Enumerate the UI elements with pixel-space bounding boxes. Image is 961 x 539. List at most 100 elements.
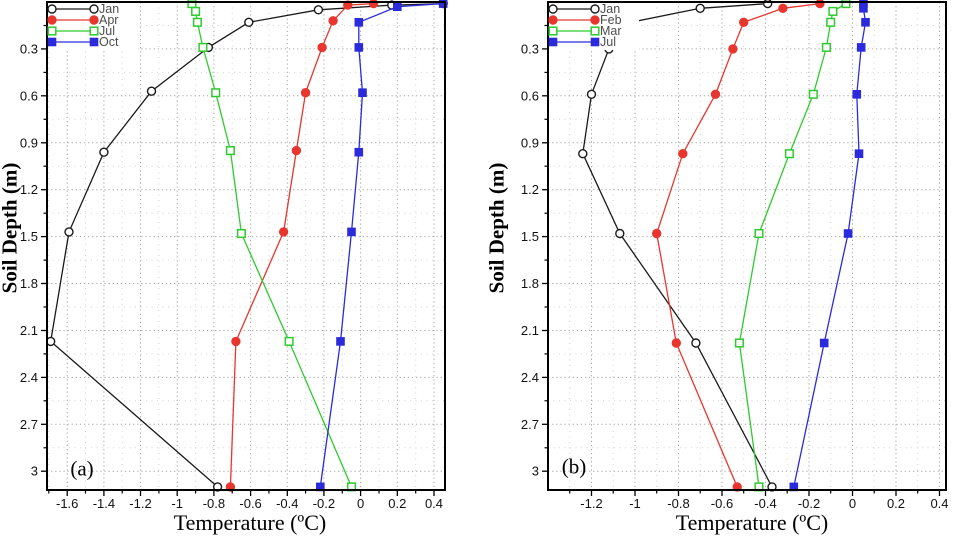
open-square-marker bbox=[590, 26, 600, 36]
x-tick-label: 0.4 bbox=[930, 496, 948, 511]
panel-a-y-axis-title: Soil Depth (m) bbox=[0, 162, 22, 294]
series-line bbox=[49, 2, 444, 488]
filled-square-marker bbox=[590, 37, 600, 47]
y-tick-label: 1.2 bbox=[20, 182, 38, 197]
gridlines bbox=[548, 2, 946, 490]
open-square-marker bbox=[808, 89, 818, 99]
filled-circle-marker bbox=[317, 42, 327, 53]
open-circle-marker bbox=[47, 4, 57, 14]
x-tick-label: -0.2 bbox=[313, 496, 335, 511]
open-circle-marker bbox=[64, 227, 74, 237]
panel-a-label: (a) bbox=[70, 456, 94, 481]
filled-square-marker bbox=[856, 43, 866, 52]
filled-square-marker bbox=[548, 37, 558, 47]
y-tick-label: 3 bbox=[532, 464, 539, 479]
panel-a: -1.6 -1.4 -1.2 -1 -0.8 -0.6 -0.4 -0.2 0 0.2 0.4 0.3… bbox=[20, 0, 448, 511]
series-line bbox=[793, 3, 867, 488]
y-tick-label: 1.8 bbox=[20, 276, 38, 291]
filled-square-marker bbox=[354, 18, 364, 27]
open-square-marker bbox=[211, 88, 221, 98]
open-square-marker bbox=[284, 336, 294, 346]
filled-circle-marker bbox=[548, 15, 558, 25]
gridlines bbox=[47, 2, 445, 490]
y-tick-label: 1.2 bbox=[521, 182, 539, 197]
series-line bbox=[319, 2, 444, 487]
x-tick-label: -0.8 bbox=[667, 496, 689, 511]
x-tick-label: -0.6 bbox=[711, 496, 733, 511]
filled-circle-marker bbox=[739, 17, 749, 27]
panel-a-x-axis-title: Temperature (ºC) bbox=[173, 510, 327, 535]
series-line bbox=[191, 3, 353, 488]
open-circle-marker bbox=[695, 3, 705, 14]
open-square-marker bbox=[225, 146, 235, 156]
open-circle-marker bbox=[590, 4, 600, 14]
y-tick-label: 2.4 bbox=[521, 370, 539, 385]
x-tick-label: -0.8 bbox=[203, 496, 225, 511]
plot-frame bbox=[547, 1, 947, 491]
x-tick-label: -1.2 bbox=[129, 496, 151, 511]
filled-circle-marker bbox=[300, 88, 311, 98]
filled-square-marker bbox=[354, 43, 364, 52]
y-tick-label: 0.3 bbox=[20, 41, 38, 56]
open-square-marker bbox=[198, 42, 208, 52]
filled-circle-marker bbox=[652, 228, 662, 239]
series-Jul bbox=[187, 0, 357, 492]
series-Jul bbox=[789, 0, 870, 492]
filled-square-marker bbox=[438, 0, 448, 8]
open-circle-marker bbox=[89, 4, 99, 14]
filled-square-marker bbox=[852, 90, 862, 99]
x-tick-label: -1.4 bbox=[93, 496, 115, 511]
series-Jan bbox=[578, 0, 777, 492]
filled-circle-marker bbox=[225, 482, 236, 492]
filled-square-marker bbox=[354, 147, 364, 157]
legend-label: Feb bbox=[600, 13, 622, 27]
open-square-marker bbox=[548, 26, 558, 36]
filled-square-marker bbox=[859, 4, 868, 13]
filled-circle-marker bbox=[590, 15, 600, 25]
panel-b: -1.2 -1 -0.8 -0.6 -0.4 -0.2 0 0.2 0.4 0.3 0.6 0.9 1.… bbox=[521, 0, 949, 511]
axis-ticks: -1.2 -1 -0.8 -0.6 -0.4 -0.2 0 0.2 0.4 0.3 0.6 0.9 1.… bbox=[521, 24, 949, 511]
filled-square-marker bbox=[47, 37, 57, 47]
series-Mar bbox=[734, 0, 851, 492]
filled-circle-marker bbox=[89, 15, 99, 25]
x-tick-label: -0.4 bbox=[754, 496, 776, 511]
y-tick-label: 1.5 bbox=[521, 229, 539, 244]
filled-square-marker bbox=[819, 338, 829, 348]
open-square-marker bbox=[828, 6, 838, 16]
x-tick-label: -1 bbox=[629, 496, 641, 511]
y-tick-label: 1.5 bbox=[20, 229, 38, 244]
open-square-marker bbox=[47, 26, 57, 36]
open-square-marker bbox=[191, 6, 201, 16]
y-tick-label: 1.8 bbox=[521, 276, 539, 291]
legend-label: Jan bbox=[600, 2, 620, 16]
y-tick-label: 2.7 bbox=[20, 417, 38, 432]
y-tick-label: 0.9 bbox=[20, 135, 38, 150]
series-line bbox=[582, 2, 773, 488]
y-tick-label: 0.6 bbox=[521, 88, 539, 103]
filled-square-marker bbox=[336, 337, 345, 346]
open-square-marker bbox=[784, 149, 794, 159]
filled-circle-marker bbox=[728, 44, 738, 54]
filled-circle-marker bbox=[328, 16, 338, 26]
open-circle-marker bbox=[691, 338, 701, 348]
open-square-marker bbox=[734, 338, 744, 348]
open-square-marker bbox=[192, 17, 202, 27]
series-Feb bbox=[652, 0, 825, 492]
legend-label: Apr bbox=[99, 13, 118, 27]
y-tick-label: 2.1 bbox=[521, 323, 539, 338]
series-line bbox=[229, 2, 374, 487]
x-tick-label: -0.4 bbox=[276, 496, 298, 511]
filled-square-marker bbox=[347, 227, 356, 237]
axis-ticks: -1.6 -1.4 -1.2 -1 -0.8 -0.6 -0.4 -0.2 0 0.2 0.4 0.3… bbox=[20, 24, 443, 511]
y-tick-label: 0.9 bbox=[521, 135, 539, 150]
y-tick-label: 2.1 bbox=[20, 323, 38, 338]
x-tick-label: 0.4 bbox=[425, 496, 443, 511]
open-circle-marker bbox=[586, 89, 597, 100]
open-circle-marker bbox=[578, 148, 588, 159]
legend-label: Jul bbox=[600, 35, 616, 49]
filled-square-marker bbox=[393, 2, 402, 11]
